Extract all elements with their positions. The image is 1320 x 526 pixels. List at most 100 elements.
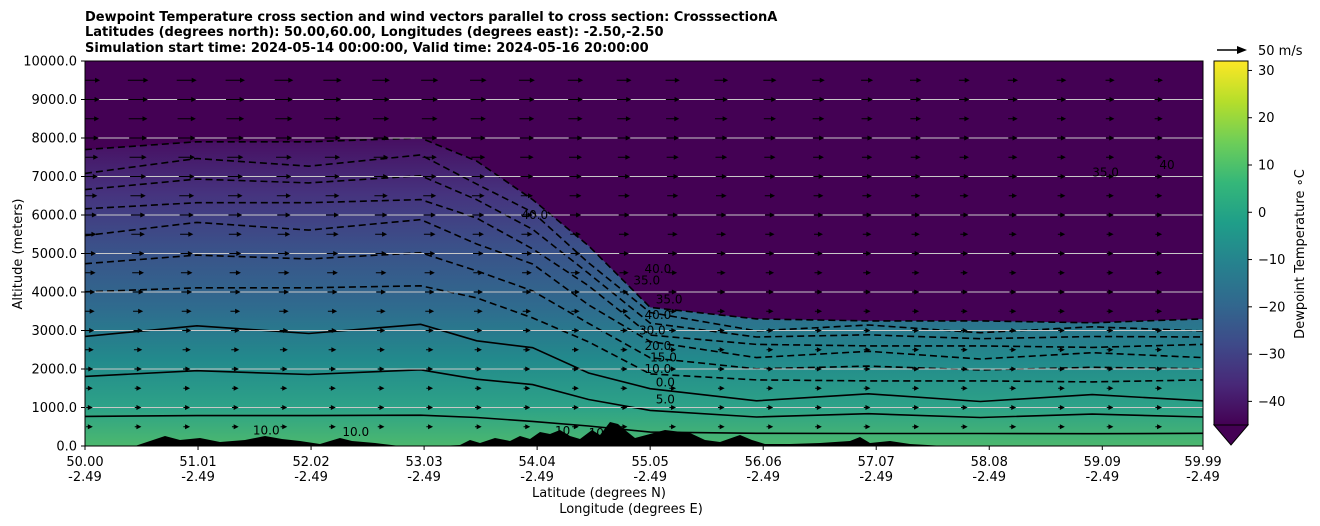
wind-arrowhead bbox=[866, 193, 872, 199]
wind-arrowhead bbox=[477, 308, 483, 314]
contour-line bbox=[85, 137, 1203, 324]
wind-arrowhead bbox=[141, 154, 147, 160]
wind-arrowhead bbox=[527, 251, 533, 256]
wind-arrowhead bbox=[528, 154, 534, 160]
wind-arrowhead bbox=[723, 77, 729, 83]
wind-arrowhead bbox=[1061, 77, 1067, 83]
wind-arrowhead bbox=[91, 251, 96, 256]
wind-arrowhead bbox=[91, 212, 97, 218]
contour-label: 10 bbox=[589, 426, 604, 440]
wind-arrowhead bbox=[1157, 231, 1163, 237]
wind-arrowhead bbox=[237, 193, 243, 199]
y-tick-label: 1000.0 bbox=[32, 401, 78, 416]
wind-arrowhead bbox=[379, 405, 385, 410]
wind-arrowhead bbox=[1011, 251, 1017, 256]
wind-arrowhead bbox=[430, 212, 436, 218]
wind-arrowhead bbox=[1059, 405, 1065, 410]
wind-arrowhead bbox=[233, 405, 239, 410]
wind-arrowhead bbox=[916, 77, 922, 83]
wind-arrowhead bbox=[380, 308, 386, 314]
wind-arrowhead bbox=[91, 231, 97, 237]
wind-arrowhead bbox=[626, 77, 632, 83]
contour-label: 35.0 bbox=[1092, 166, 1119, 180]
wind-arrowhead bbox=[1157, 366, 1163, 372]
wind-arrowhead bbox=[1011, 289, 1017, 295]
wind-arrowhead bbox=[865, 270, 871, 276]
wind-arrowhead bbox=[237, 212, 243, 218]
wind-arrowhead bbox=[768, 424, 774, 430]
wind-arrowhead bbox=[768, 308, 774, 314]
wind-arrowhead bbox=[477, 289, 483, 295]
wind-arrowhead bbox=[334, 193, 340, 199]
wind-arrowhead bbox=[143, 77, 149, 83]
wind-arrowhead bbox=[476, 385, 482, 391]
wind-arrowhead bbox=[1108, 366, 1114, 372]
wind-arrowhead bbox=[573, 424, 579, 430]
wind-arrowhead bbox=[1108, 251, 1114, 256]
wind-arrowhead bbox=[1059, 308, 1065, 314]
wind-arrowhead bbox=[284, 251, 290, 256]
wind-arrowhead bbox=[331, 366, 336, 372]
colorbar-tick-label: 0 bbox=[1258, 206, 1266, 221]
colorbar-frame bbox=[1213, 60, 1249, 426]
plot-area: 10.0 10.0 10 1040.04035.040.035.035.040.030… bbox=[11, 55, 1222, 518]
wind-arrowhead bbox=[671, 347, 677, 353]
wind-arrowhead bbox=[819, 77, 825, 83]
wind-arrowhead bbox=[90, 270, 96, 276]
colorbar-tick-label: 10 bbox=[1258, 159, 1275, 174]
title-line-3: Simulation start time: 2024-05-14 00:00:… bbox=[85, 41, 649, 56]
wind-arrowhead bbox=[962, 308, 968, 314]
wind-arrowhead bbox=[187, 270, 193, 276]
wind-arrowhead bbox=[1157, 193, 1163, 199]
wind-arrowhead bbox=[235, 270, 241, 276]
wind-arrowhead bbox=[1059, 385, 1065, 391]
wind-arrowhead bbox=[336, 97, 342, 102]
y-tick-label: 0.0 bbox=[56, 440, 77, 455]
wind-arrowhead bbox=[914, 231, 920, 237]
wind-arrowhead bbox=[139, 270, 145, 276]
contour-labels: 10.0 10.0 10 1040.04035.040.035.035.040.030… bbox=[253, 158, 1175, 440]
wind-arrowhead bbox=[238, 154, 244, 160]
wind-arrowhead bbox=[1157, 212, 1163, 218]
wind-arrowhead bbox=[817, 308, 823, 314]
wind-arrowhead bbox=[380, 289, 386, 295]
wind-arrowhead bbox=[915, 135, 921, 141]
contour-label: 5.0 bbox=[656, 393, 675, 407]
wind-arrowhead bbox=[963, 231, 969, 237]
wind-arrowhead bbox=[962, 289, 968, 295]
wind-arrowhead bbox=[914, 385, 920, 391]
wind-arrowhead bbox=[137, 328, 143, 333]
wind-arrowhead bbox=[625, 174, 631, 179]
wind-arrowhead bbox=[623, 308, 629, 314]
wind-arrowhead bbox=[285, 231, 291, 237]
wind-arrowhead bbox=[769, 251, 775, 256]
contour-line bbox=[85, 251, 1203, 371]
x-tick-label-lon: -2.49 bbox=[294, 470, 328, 485]
wind-arrowhead bbox=[915, 154, 921, 160]
contour-label: 15.0 bbox=[650, 350, 677, 364]
wind-arrowhead bbox=[335, 116, 341, 122]
wind-arrowhead bbox=[1109, 77, 1115, 83]
contour-line bbox=[85, 284, 1203, 383]
wind-arrowhead bbox=[674, 77, 680, 83]
wind-arrowhead bbox=[528, 174, 534, 179]
wind-arrowhead bbox=[962, 270, 968, 276]
wind-arrowhead bbox=[379, 347, 385, 353]
contour-label: 10.0 bbox=[342, 425, 369, 439]
x-tick-label-lon: -2.49 bbox=[859, 470, 893, 485]
wind-arrowhead bbox=[185, 366, 191, 372]
wind-arrowhead bbox=[721, 212, 727, 218]
wind-arrowhead bbox=[479, 212, 485, 218]
wind-arrowhead bbox=[962, 328, 968, 333]
wind-arrowhead bbox=[1011, 347, 1017, 353]
wind-arrowhead bbox=[239, 116, 245, 122]
wind-arrowhead bbox=[771, 97, 777, 102]
wind-arrowhead bbox=[429, 270, 435, 276]
wind-arrowhead bbox=[428, 347, 434, 353]
wind-arrowhead bbox=[93, 135, 99, 141]
wind-arrowhead bbox=[287, 116, 293, 122]
wind-arrowhead bbox=[136, 366, 142, 372]
wind-arrowhead bbox=[1157, 77, 1163, 83]
wind-arrowhead bbox=[286, 154, 292, 160]
wind-arrowhead bbox=[623, 289, 629, 295]
